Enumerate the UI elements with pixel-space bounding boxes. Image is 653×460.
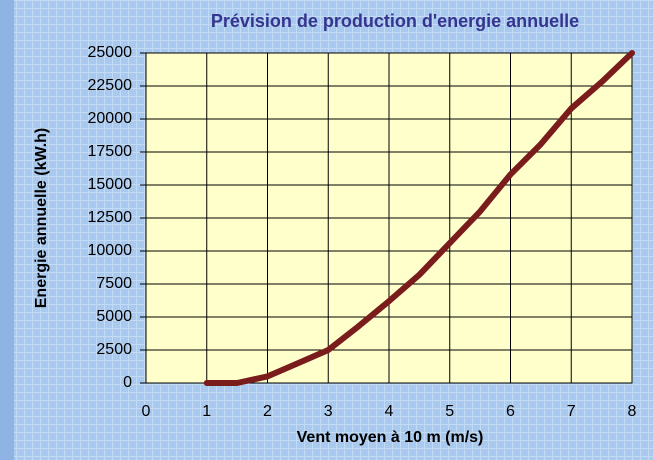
y-tick-label: 25000	[88, 44, 133, 61]
x-axis-label: Vent moyen à 10 m (m/s)	[297, 429, 484, 446]
plot-border	[145, 52, 633, 384]
y-tick-label: 2500	[96, 341, 132, 358]
y-tick-label: 10000	[88, 242, 133, 259]
y-tick-label: 0	[123, 374, 132, 391]
y-tick-label: 20000	[88, 110, 133, 127]
x-tick-label: 7	[567, 403, 576, 420]
y-tick-label: 7500	[96, 275, 132, 292]
y-axis-label: Energie annuelle (kW.h)	[33, 128, 50, 308]
y-tick-label: 12500	[88, 209, 133, 226]
x-tick-label: 6	[506, 403, 515, 420]
x-tick-label: 3	[324, 403, 333, 420]
y-tick-label: 15000	[88, 176, 133, 193]
x-tick-label: 1	[202, 403, 211, 420]
y-tick-label: 17500	[88, 143, 133, 160]
x-tick-label: 5	[445, 403, 454, 420]
y-tick-label: 5000	[96, 308, 132, 325]
x-tick-label: 8	[628, 403, 637, 420]
chart-title: Prévision de production d'energie annuel…	[211, 11, 579, 31]
side-strip	[0, 0, 14, 460]
x-tick-label: 4	[385, 403, 394, 420]
x-tick-label: 0	[142, 403, 151, 420]
x-tick-label: 2	[263, 403, 272, 420]
data-line	[203, 50, 635, 386]
y-tick-label: 22500	[88, 77, 133, 94]
